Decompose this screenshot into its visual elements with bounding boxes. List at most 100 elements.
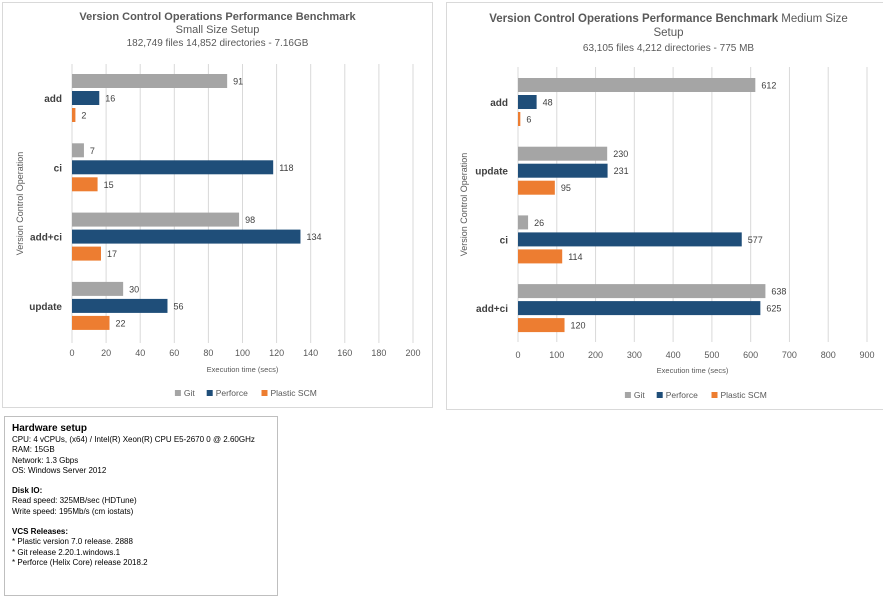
- data-label: 16: [105, 94, 115, 104]
- x-tick-label: 100: [549, 350, 564, 360]
- x-tick-label: 40: [135, 348, 145, 358]
- chart-subtitle: Small Size Setup: [175, 24, 260, 36]
- data-label: 625: [766, 304, 781, 314]
- data-label: 91: [233, 77, 243, 87]
- vcs-release-line: * Perforce (Helix Core) release 2018.2: [12, 557, 148, 567]
- x-tick-label: 180: [371, 348, 386, 358]
- x-axis-label: Execution time (secs): [207, 365, 279, 374]
- x-tick-label: 60: [169, 348, 179, 358]
- data-label: 56: [173, 301, 183, 311]
- legend-swatch-plastic-scm: [711, 392, 718, 398]
- chart-title: Version Control Operations Performance B…: [3, 11, 432, 24]
- data-label: 15: [104, 180, 114, 190]
- bar-perforce: [518, 163, 608, 178]
- bar-git: [72, 212, 240, 227]
- legend-item: Perforce: [216, 388, 248, 398]
- x-tick-label: 200: [405, 348, 420, 358]
- data-label: 118: [279, 163, 293, 173]
- hardware-line: CPU: 4 vCPUs, (x64) / Intel(R) Xeon(R) C…: [12, 435, 255, 444]
- x-tick-label: 100: [235, 348, 250, 358]
- legend-swatch-git: [174, 390, 181, 396]
- data-label: 612: [761, 81, 776, 91]
- x-tick-label: 120: [269, 348, 284, 358]
- chart-title-text: Version Control Operations Performance B…: [489, 13, 779, 25]
- y-axis-label: Version Control Operation: [459, 153, 469, 257]
- bar-git: [518, 146, 608, 161]
- legend-item: Perforce: [666, 390, 698, 400]
- data-label: 17: [107, 249, 117, 259]
- hardware-setup-box: Hardware setup CPU: 4 vCPUs, (x64) / Int…: [4, 416, 278, 596]
- vcs-release-line: * Plastic version 7.0 release. 2888: [12, 537, 133, 547]
- bar-git: [72, 143, 84, 158]
- x-tick-label: 0: [515, 350, 520, 360]
- vcs-release-line: * Git release 2.20.1.windows.1: [12, 547, 121, 557]
- data-label: 30: [129, 284, 139, 294]
- hardware-line: RAM: 15GB: [12, 445, 55, 455]
- legend-item: Plastic SCM: [271, 388, 317, 398]
- category-label: add+ci: [476, 304, 508, 315]
- data-label: 2: [81, 111, 86, 121]
- bar-plastic-scm: [518, 180, 555, 195]
- bar-git: [518, 215, 529, 230]
- legend: Git Perforce Plastic SCM: [624, 390, 767, 400]
- chart-subtitle-files: 182,749 files 14,852 directories - 7.16G…: [126, 38, 309, 49]
- chart-panel-medium: Version Control Operations Performance B…: [446, 2, 883, 410]
- legend-item: Plastic SCM: [721, 390, 767, 400]
- bar-plastic-scm: [72, 246, 101, 261]
- x-axis-label: Execution time (secs): [657, 366, 729, 375]
- vcs-releases-title: VCS Releases:: [12, 527, 69, 537]
- category-label: add: [490, 98, 508, 109]
- data-label: 577: [748, 235, 763, 245]
- data-label: 114: [568, 252, 582, 262]
- x-tick-label: 80: [203, 348, 213, 358]
- disk-io-line: Read speed: 325MB/sec (HDTune): [12, 496, 137, 506]
- chart-title-text: Version Control Operations Performance B…: [79, 11, 356, 23]
- bar-perforce: [72, 229, 301, 244]
- legend-swatch-perforce: [206, 390, 213, 396]
- category-label: add+ci: [30, 233, 62, 244]
- category-label: add: [44, 94, 62, 105]
- data-label: 95: [561, 183, 571, 193]
- data-label: 231: [614, 166, 629, 176]
- x-tick-label: 600: [743, 350, 758, 360]
- x-tick-label: 20: [101, 348, 111, 358]
- chart-panel-small: Version Control Operations Performance B…: [2, 2, 433, 408]
- data-label: 98: [245, 215, 255, 225]
- x-tick-label: 700: [782, 350, 797, 360]
- data-label: 134: [306, 232, 321, 242]
- x-tick-label: 0: [69, 348, 74, 358]
- bar-plastic-scm: [518, 112, 521, 126]
- bar-plastic-scm: [518, 249, 563, 264]
- bar-perforce: [518, 301, 761, 316]
- bar-chart-medium: 0 100 200 300 400 500 600 700 800 900 612 48 6 add 230…: [459, 67, 875, 400]
- disk-io-line: Write speed: 195Mb/s (cm iostats): [12, 506, 134, 516]
- bar-perforce: [72, 160, 274, 175]
- legend: Git Perforce Plastic SCM: [174, 388, 317, 398]
- disk-io-title: Disk IO:: [12, 486, 43, 496]
- y-axis-label: Version Control Operation: [15, 152, 25, 256]
- data-label: 22: [116, 318, 126, 328]
- category-label: ci: [54, 163, 63, 174]
- legend-item: Git: [634, 390, 646, 400]
- bar-plastic-scm: [72, 315, 110, 330]
- legend-swatch-perforce: [656, 392, 663, 398]
- chart-title-rest: Medium Size: [778, 13, 848, 25]
- bar-git: [72, 74, 228, 88]
- hardware-line: OS: Windows Server 2012: [12, 465, 107, 475]
- x-tick-label: 900: [859, 350, 874, 360]
- bar-git: [518, 284, 766, 299]
- bar-perforce: [518, 95, 537, 109]
- data-label: 230: [613, 149, 628, 159]
- legend-swatch-git: [624, 392, 631, 398]
- bar-git: [518, 78, 756, 92]
- data-label: 6: [526, 115, 531, 125]
- data-label: 48: [543, 98, 553, 108]
- bar-perforce: [518, 232, 742, 247]
- bar-perforce: [72, 298, 168, 313]
- chart-subtitle: Setup: [653, 27, 684, 39]
- bar-perforce: [72, 91, 100, 105]
- category-label: update: [29, 302, 62, 313]
- hardware-line: Network: 1.3 Gbps: [12, 455, 79, 465]
- x-tick-label: 200: [588, 350, 603, 360]
- data-label: 26: [534, 218, 544, 228]
